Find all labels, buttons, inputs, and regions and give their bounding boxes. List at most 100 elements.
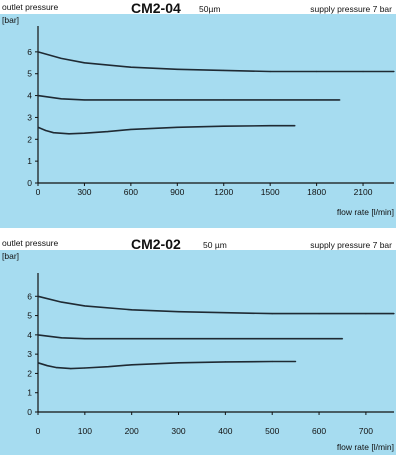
y-tick-label: 1 [27,388,32,398]
data-point [223,125,225,127]
data-point [84,338,86,340]
data-point [45,129,47,132]
data-point [60,301,63,303]
x-tick-label: 300 [77,187,91,197]
data-point [107,131,109,133]
data-point [37,334,39,336]
data-point [177,338,180,340]
y-tick-label: 2 [27,368,32,378]
x-tick-label: 0 [36,426,41,436]
x-tick-label: 1200 [214,187,233,197]
x-tick-label: 600 [124,187,138,197]
data-point [52,132,55,134]
data-point [223,69,225,72]
data-point [339,99,341,101]
y-tick-label: 2 [27,134,32,144]
data-point [224,312,226,314]
series-line-1 [37,51,394,73]
chart-title: CM2-02 [131,236,181,252]
data-point [130,128,132,131]
x-tick-label: 900 [170,187,184,197]
data-point [130,66,132,68]
data-point [37,362,39,364]
data-point [393,313,395,315]
data-point [130,99,132,101]
chart-background [0,14,396,228]
x-tick-label: 2100 [354,187,373,197]
y-tick-label: 6 [27,291,32,301]
data-point [68,133,70,135]
x-tick-label: 1800 [307,187,326,197]
x-tick-label: 500 [265,426,279,436]
data-point [177,311,180,313]
data-point [271,360,273,363]
data-point [84,305,86,307]
chart-1: outlet pressure CM2-04 50µm supply pressure… [0,0,396,228]
data-point [318,313,320,315]
data-point [269,70,271,73]
data-point [176,68,178,70]
data-point [271,338,273,340]
x-tick-label: 300 [171,426,185,436]
data-point [107,366,109,368]
data-point [271,313,273,315]
y-tick-label: 4 [27,91,32,101]
y-tick-label: 6 [27,47,32,57]
data-point [365,313,367,315]
data-point [176,99,178,101]
x-tick-label: 200 [125,426,139,436]
ylabel: outlet pressure [2,2,58,12]
supply-pressure-label: supply pressure 7 bar [310,240,392,250]
x-tick-label: 100 [78,426,92,436]
data-point [37,126,39,128]
y-tick-label: 5 [27,311,32,321]
supply-pressure-label: supply pressure 7 bar [310,4,392,14]
data-point [46,365,48,367]
data-point [131,338,133,340]
data-point [224,361,226,363]
y-tick-label: 5 [27,69,32,79]
data-point [362,70,364,73]
data-point [223,99,225,101]
data-point [295,360,297,363]
data-point [341,338,344,340]
chart-2: outlet pressure CM2-02 50 µm supply pressur… [0,236,396,455]
data-point [316,70,318,73]
xlabel: flow rate [l/min] [337,207,394,217]
data-point [176,126,178,128]
ylabel: outlet pressure [2,238,58,248]
y-tick-label: 3 [27,112,32,122]
x-tick-label: 400 [218,426,232,436]
data-point [37,94,39,97]
data-point [83,99,86,101]
y-tick-label: 0 [27,407,32,417]
data-point [56,367,58,369]
data-point [60,57,62,60]
data-point [269,125,271,127]
data-point [60,337,63,339]
data-point [177,362,180,364]
data-point [393,70,395,73]
yunit-label: [bar] [2,15,19,25]
data-point [70,368,72,370]
data-point [131,364,133,366]
chart-subtitle: 50 µm [203,240,227,250]
data-point [131,309,133,311]
data-point [224,338,226,340]
data-point [83,132,86,134]
series-line-1 [37,295,394,315]
data-point [294,125,296,127]
chart-title: CM2-04 [131,0,181,16]
y-tick-label: 1 [27,156,32,166]
chart-background [0,250,396,455]
data-point [318,338,320,340]
y-tick-label: 3 [27,349,32,359]
x-tick-label: 0 [36,187,41,197]
data-point [83,62,86,64]
data-point [316,99,318,101]
data-point [37,295,39,297]
data-point [60,98,62,100]
data-point [37,51,39,53]
data-point [84,367,86,369]
